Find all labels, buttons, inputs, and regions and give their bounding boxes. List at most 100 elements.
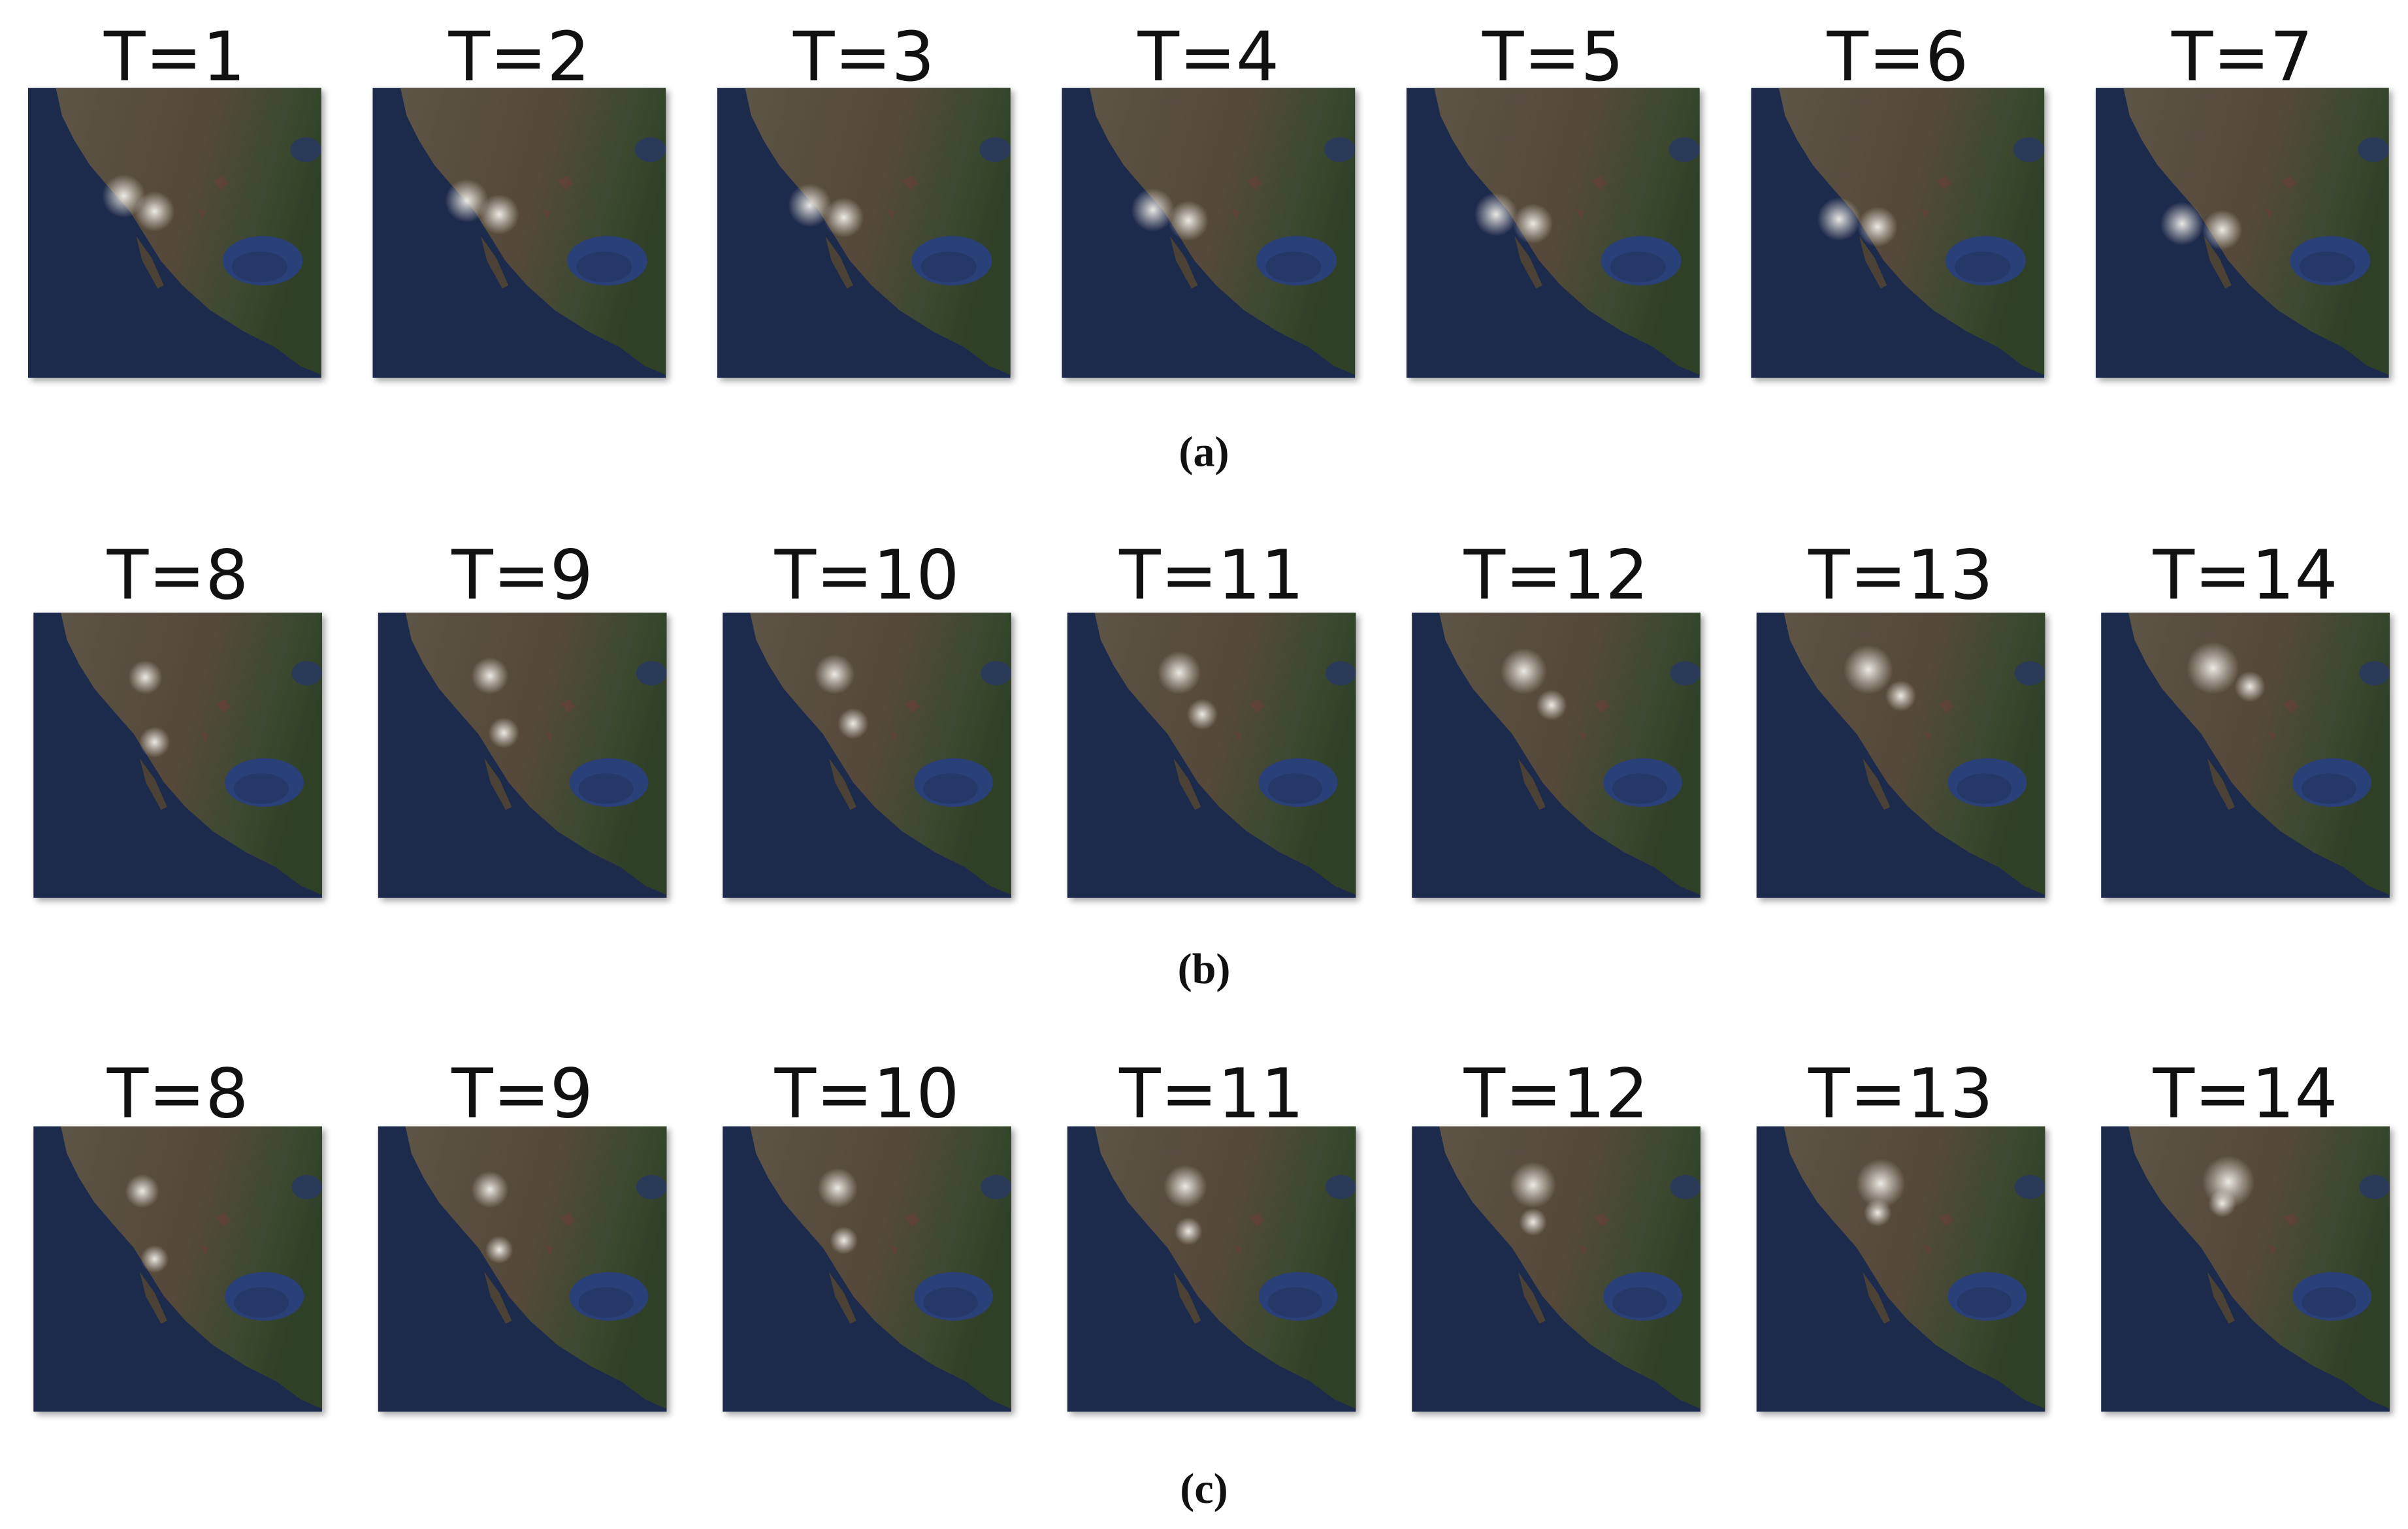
frame-label: T=13 [1808, 1054, 1993, 1133]
map-image [27, 88, 321, 378]
cloud [471, 1170, 509, 1208]
cloud [817, 1168, 858, 1208]
cloud [134, 191, 175, 232]
cloud [125, 1174, 159, 1208]
cloud [1844, 645, 1893, 695]
map-image [2101, 612, 2390, 898]
cloud [1856, 1159, 1906, 1208]
map-image [717, 88, 1011, 378]
cloud [823, 197, 864, 238]
map-frame [372, 88, 666, 378]
cloud [1510, 1161, 1557, 1208]
map-image [378, 1126, 667, 1412]
cloud [1474, 193, 1518, 236]
map-image [1062, 88, 1356, 378]
map-frame [2095, 88, 2389, 378]
map-frame [723, 612, 1011, 898]
cloud [485, 1236, 513, 1264]
map-frame [378, 612, 667, 898]
cloud [2234, 671, 2266, 702]
cloud [814, 654, 855, 695]
cloud [788, 184, 832, 227]
frame-label: T=5 [1482, 18, 1624, 97]
cloud [139, 726, 171, 758]
cloud [1131, 188, 1175, 232]
cloud [1863, 1199, 1892, 1227]
map-image [378, 612, 667, 898]
map-image [1412, 1126, 1700, 1412]
cloud [838, 708, 869, 739]
map-image [1406, 88, 1700, 378]
map-image [2095, 88, 2389, 378]
map-frame [1756, 1126, 2045, 1412]
cloud [1519, 1208, 1547, 1236]
frame-label: T=14 [2153, 536, 2338, 615]
cloud [1817, 197, 1861, 241]
cloud [479, 194, 519, 235]
frame-label: T=13 [1808, 536, 1993, 615]
map-frame [27, 88, 321, 378]
map-frame [1067, 612, 1356, 898]
frame-label: T=9 [451, 536, 593, 615]
frame-label: T=3 [792, 18, 935, 97]
frame-label: T=8 [106, 536, 249, 615]
frame-label: T=1 [103, 18, 246, 97]
frame-label: T=12 [1463, 1054, 1649, 1133]
map-frame [1067, 1126, 1356, 1412]
frame-label: T=4 [1137, 18, 1280, 97]
frame-label: T=11 [1118, 536, 1304, 615]
frame-label: T=6 [1826, 18, 1968, 97]
map-frame [1406, 88, 1700, 378]
map-image [372, 88, 666, 378]
cloud [471, 657, 509, 695]
map-image [723, 1126, 1011, 1412]
map-frame [717, 88, 1011, 378]
map-frame [33, 1126, 322, 1412]
cloud [2208, 1189, 2236, 1217]
frame-label: T=7 [2171, 18, 2313, 97]
map-frame [2101, 612, 2390, 898]
map-frame [1751, 88, 2045, 378]
frame-label: T=8 [106, 1054, 249, 1133]
cloud [1885, 680, 1917, 712]
map-image [33, 1126, 322, 1412]
frame-label: T=2 [448, 18, 591, 97]
map-image [723, 612, 1011, 898]
cloud [1512, 203, 1554, 244]
frame-label: T=9 [451, 1054, 593, 1133]
map-frame [33, 612, 322, 898]
cloud [1168, 201, 1209, 241]
cloud [1536, 689, 1567, 721]
frame-label: T=14 [2153, 1054, 2338, 1133]
cloud [2160, 202, 2204, 246]
cloud [1174, 1217, 1203, 1246]
cloud [830, 1226, 858, 1255]
cloud [1857, 206, 1898, 247]
cloud [445, 179, 489, 223]
map-frame [1412, 1126, 1700, 1412]
caption: (c) [1180, 1465, 1228, 1513]
cloud [1501, 648, 1547, 695]
map-image [33, 612, 322, 898]
cloud [488, 717, 519, 748]
map-image [1412, 612, 1700, 898]
map-image [1751, 88, 2045, 378]
map-frame [378, 1126, 667, 1412]
frame-label: T=10 [774, 536, 960, 615]
map-image [1067, 612, 1356, 898]
map-frame [2101, 1126, 2390, 1412]
map-frame [1062, 88, 1356, 378]
cloud [128, 660, 163, 695]
map-image [1756, 612, 2045, 898]
frame-label: T=12 [1463, 536, 1649, 615]
map-frame [723, 1126, 1011, 1412]
cloud [140, 1245, 169, 1273]
map-frame [1412, 612, 1700, 898]
cloud [1163, 1165, 1207, 1208]
caption: (b) [1178, 945, 1231, 993]
frame-label: T=11 [1118, 1054, 1304, 1133]
cloud [1186, 699, 1218, 730]
map-frame [1756, 612, 2045, 898]
cloud [2202, 210, 2243, 250]
